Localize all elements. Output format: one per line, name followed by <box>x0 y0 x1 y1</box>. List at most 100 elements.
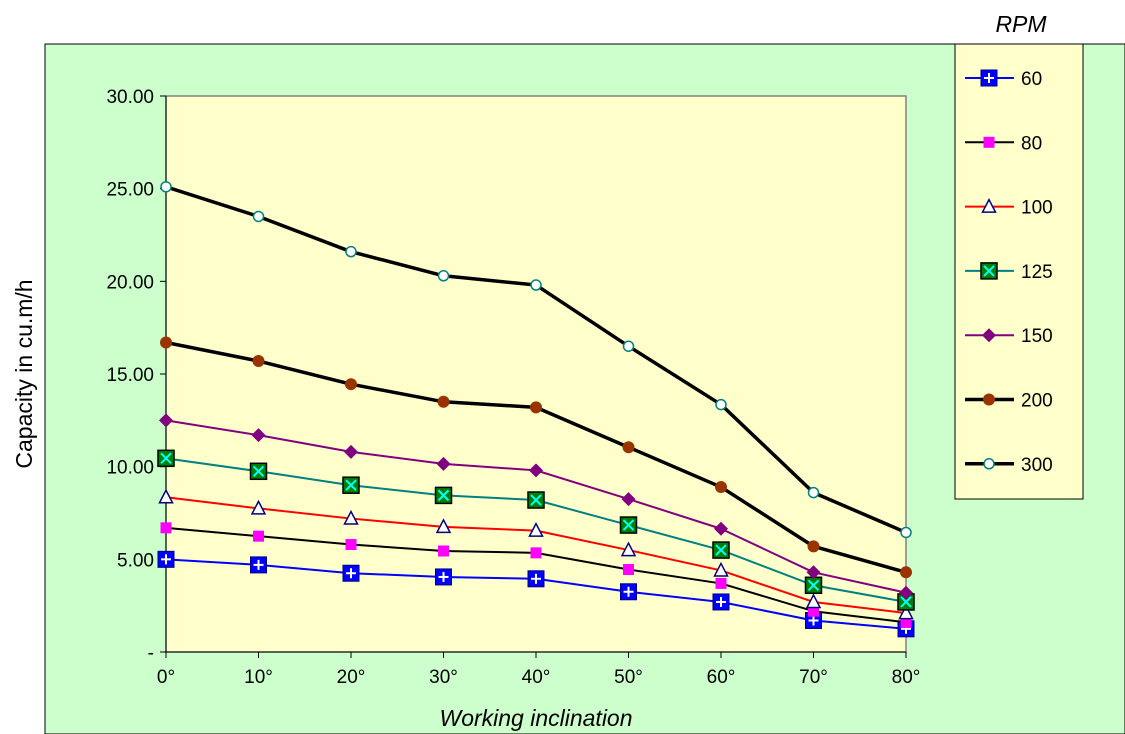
legend-label: 300 <box>1021 455 1053 476</box>
legend-marker <box>983 458 995 470</box>
legend-marker <box>980 262 998 280</box>
data-point <box>804 576 823 595</box>
legend-items: 60 80 100 125 150 200 300 <box>965 69 1053 476</box>
data-point <box>715 577 727 589</box>
y-tick-label: - <box>148 643 154 664</box>
data-point <box>157 550 175 568</box>
data-point <box>342 476 360 494</box>
legend-item: 150 <box>965 326 1053 347</box>
data-point <box>808 605 819 617</box>
y-axis-title: Capacity in cu.m/h <box>11 279 37 468</box>
data-point <box>253 530 264 542</box>
data-point <box>900 616 912 628</box>
data-point <box>807 540 820 553</box>
legend-item: 300 <box>965 455 1053 476</box>
y-tick-label: 15.00 <box>106 365 154 386</box>
data-point <box>342 564 360 582</box>
data-point <box>899 585 913 600</box>
data-point <box>807 486 820 499</box>
series-layer <box>157 181 915 638</box>
data-point <box>530 279 542 291</box>
x-tick-label: 60° <box>707 667 736 688</box>
data-point <box>622 441 635 454</box>
data-point <box>620 541 637 557</box>
data-point <box>620 583 637 601</box>
legend-item: 100 <box>965 198 1053 219</box>
data-point <box>713 561 729 577</box>
data-point <box>530 401 542 414</box>
series-100 <box>158 488 914 620</box>
data-point <box>252 355 265 368</box>
data-point <box>900 566 912 579</box>
x-tick-label: 10° <box>244 667 273 688</box>
data-point <box>622 340 635 352</box>
data-point <box>159 413 173 428</box>
plot-area <box>165 95 907 653</box>
x-tick-label: 0° <box>157 667 175 688</box>
x-tick-label: 70° <box>799 667 828 688</box>
y-tick-label: 25.00 <box>106 180 154 201</box>
series-80 <box>160 522 912 628</box>
data-point <box>437 270 450 282</box>
data-point <box>157 449 175 468</box>
legend-label: 100 <box>1021 198 1053 219</box>
y-tick-label: 5.00 <box>117 550 154 571</box>
legend-label: 125 <box>1021 262 1053 283</box>
data-point <box>345 378 357 391</box>
data-point <box>158 488 174 504</box>
data-point <box>344 444 358 459</box>
x-tick-label: 40° <box>522 667 551 688</box>
y-tick-label: 20.00 <box>106 272 154 293</box>
legend-item: 125 <box>965 262 1053 283</box>
data-point <box>436 456 451 471</box>
legend-title: RPM <box>995 11 1047 37</box>
data-point <box>345 539 357 551</box>
x-tick-label: 30° <box>429 667 458 688</box>
data-point <box>805 593 822 609</box>
data-point <box>249 462 268 481</box>
data-point <box>250 556 267 574</box>
data-point <box>438 545 449 557</box>
data-point <box>343 509 359 525</box>
data-point <box>434 486 453 505</box>
data-point <box>623 564 634 576</box>
legend-marker <box>983 136 995 148</box>
series-300 <box>160 181 912 539</box>
data-point <box>528 521 544 537</box>
data-point <box>619 516 638 534</box>
data-point <box>437 395 450 408</box>
series-200 <box>160 336 912 579</box>
legend-item: 80 <box>965 133 1042 154</box>
data-point <box>435 518 452 534</box>
data-point <box>527 570 545 588</box>
data-point <box>898 604 914 620</box>
y-tick-label: 10.00 <box>106 458 154 479</box>
data-point <box>160 522 172 534</box>
legend-label: 150 <box>1021 326 1053 347</box>
series-150 <box>159 413 913 600</box>
data-point <box>435 568 452 586</box>
x-tick-label: 50° <box>614 667 643 688</box>
data-point <box>345 245 357 258</box>
data-point <box>251 428 266 443</box>
x-axis-title: Working inclination <box>439 705 632 731</box>
data-point <box>714 521 728 536</box>
x-tick-label: 80° <box>892 667 921 688</box>
data-point <box>806 565 821 580</box>
data-point <box>160 336 172 349</box>
legend-marker <box>980 69 998 87</box>
x-tick-label: 20° <box>337 667 366 688</box>
data-point <box>712 593 730 611</box>
data-point <box>715 481 727 494</box>
x-axis: 0° 10° 20° 30° 40° 50° 60° 70° 80° <box>157 651 921 688</box>
series-125 <box>157 449 915 611</box>
data-point <box>897 593 915 611</box>
legend-item: 60 <box>965 69 1042 90</box>
data-point <box>621 492 636 507</box>
legend-marker <box>981 197 997 213</box>
legend-item: 200 <box>965 391 1053 412</box>
legend-label: 200 <box>1021 391 1053 412</box>
y-tick-label: 30.00 <box>106 87 154 108</box>
data-point <box>715 398 727 411</box>
